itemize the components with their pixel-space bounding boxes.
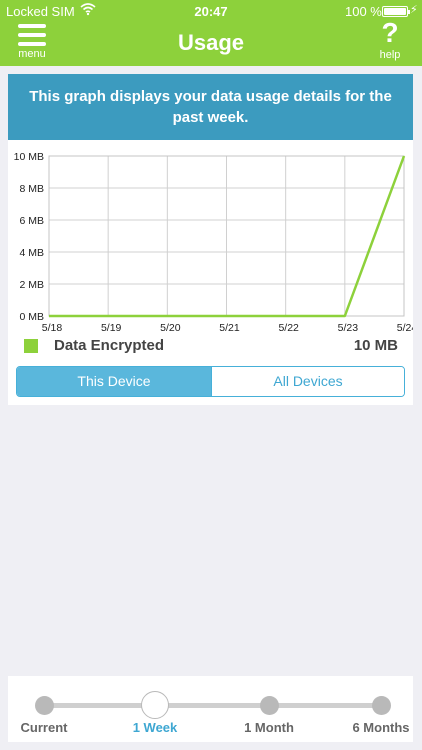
battery-percent: 100 % (345, 4, 382, 19)
y-tick-label: 8 MB (19, 183, 44, 195)
menu-label: menu (18, 48, 46, 60)
battery-icon (382, 6, 410, 17)
all-devices-tab[interactable]: All Devices (211, 367, 404, 396)
y-tick-label: 6 MB (19, 215, 44, 227)
question-mark-icon: ? (381, 17, 399, 48)
x-tick-label: 5/22 (278, 322, 299, 334)
range-stop-label[interactable]: 6 Months (352, 720, 410, 735)
range-stop-label[interactable]: 1 Month (244, 720, 294, 735)
range-stop-knob[interactable] (371, 696, 391, 715)
legend-swatch (24, 339, 38, 353)
y-tick-label: 10 MB (14, 151, 44, 163)
legend-series-value: 10 MB (353, 337, 398, 354)
top-bar: Locked SIM 20:47 100 % ⚡ menu Usage ? he… (0, 0, 422, 66)
wifi-icon (80, 2, 96, 19)
carrier-label: Locked SIM (6, 4, 75, 19)
y-tick-label: 2 MB (19, 279, 44, 291)
help-button[interactable]: ? help (372, 18, 408, 64)
usage-card: This graph displays your data usage deta… (8, 74, 413, 405)
clock: 20:47 (194, 4, 228, 19)
range-stop-label[interactable]: Current (20, 720, 68, 735)
y-tick-label: 4 MB (19, 247, 44, 259)
range-track[interactable] (42, 703, 382, 708)
page-title: Usage (177, 30, 245, 55)
range-stop-label[interactable]: 1 Week (132, 720, 178, 735)
x-tick-label: 5/20 (160, 322, 181, 334)
x-tick-label: 5/21 (219, 322, 240, 334)
help-label: help (379, 49, 401, 61)
x-tick-label: 5/23 (338, 322, 359, 334)
info-banner: This graph displays your data usage deta… (8, 74, 413, 140)
range-stop-knob[interactable] (34, 696, 54, 715)
legend-series-name: Data Encrypted (54, 337, 165, 354)
device-segmented-control: This Device All Devices (16, 366, 405, 397)
time-range-selector: Current 1 Week 1 Month 6 Months (8, 676, 413, 742)
hamburger-icon (18, 24, 46, 46)
x-tick-label: 5/24 (397, 322, 413, 334)
menu-button[interactable]: menu (14, 22, 50, 64)
range-stop-knob[interactable] (259, 696, 279, 715)
usage-chart: 0 MB 2 MB 4 MB 6 MB 8 MB 10 MB 5/18 5/19 5/20 5/2… (14, 151, 413, 334)
this-device-tab[interactable]: This Device (17, 367, 211, 396)
x-tick-label: 5/18 (42, 322, 63, 334)
x-tick-label: 5/19 (101, 322, 122, 334)
charging-icon: ⚡ (410, 4, 418, 16)
status-bar: Locked SIM 20:47 100 % ⚡ (0, 0, 422, 22)
y-tick-label: 0 MB (19, 311, 44, 323)
range-stop-knob[interactable] (141, 691, 169, 719)
